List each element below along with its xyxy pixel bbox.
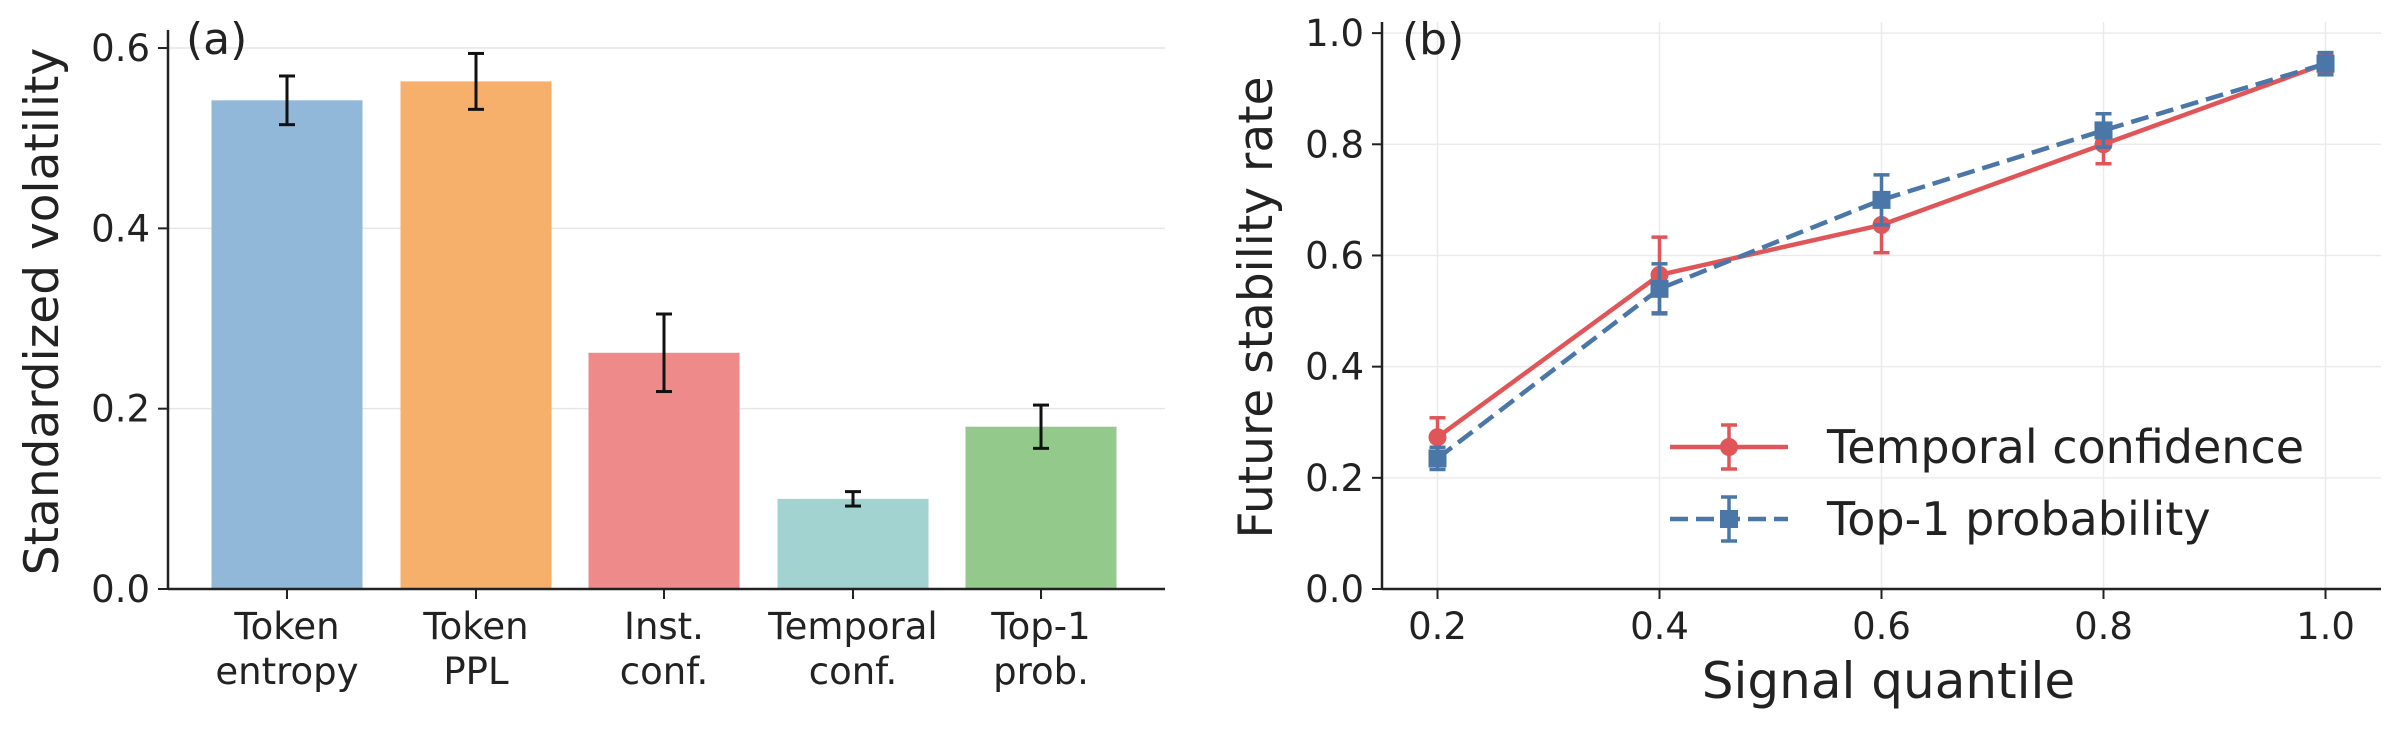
y-tick-label: 0.2 — [91, 388, 150, 431]
x-axis-label: Signal quantile — [1702, 652, 2075, 710]
bar-chart-panel: 0.0 0.2 0.4 0.6 Token entropy Token PPL Inst. co… — [15, 14, 1165, 693]
line-chart-panel: 0.0 0.2 0.4 0.6 0.8 1.0 0.2 0.4 0.6 0.8 1.0 Futur… — [1229, 12, 2381, 710]
error-bars — [279, 51, 1049, 508]
bar — [777, 498, 929, 589]
x-tick-label: Token entropy — [215, 605, 358, 693]
y-ticks: 0.0 0.2 0.4 0.6 — [91, 27, 168, 611]
y-tick-label: 0.0 — [1305, 568, 1364, 611]
x-tick-label: 0.4 — [1630, 605, 1689, 648]
y-tick-label: 0.0 — [91, 568, 150, 611]
panel-label: (b) — [1402, 14, 1464, 65]
bar — [211, 100, 363, 589]
y-axis-label: Future stability rate — [1229, 77, 1284, 539]
x-tick-label: Top-1 prob. — [990, 605, 1090, 693]
legend-label: Top-1 probability — [1826, 492, 2211, 546]
x-tick-label: 0.2 — [1408, 605, 1467, 648]
legend: Temporal confidence Top-1 probability — [1670, 420, 2304, 546]
series — [1428, 50, 2335, 472]
panel-label: (a) — [186, 14, 247, 65]
series-lines — [1428, 50, 2335, 472]
data-point — [2316, 54, 2335, 73]
data-point — [1428, 449, 1447, 468]
legend-label: Temporal confidence — [1826, 420, 2304, 474]
bar — [400, 81, 552, 589]
y-tick-label: 0.6 — [91, 27, 150, 70]
y-axis-label: Standardized volatility — [15, 48, 70, 576]
y-tick-label: 0.8 — [1305, 123, 1364, 166]
x-tick-label: Token PPL — [422, 605, 528, 693]
x-ticks: 0.2 0.4 0.6 0.8 1.0 — [1408, 589, 2355, 648]
legend-marker — [1720, 438, 1738, 456]
y-tick-label: 0.6 — [1305, 234, 1364, 277]
data-point — [1650, 279, 1669, 298]
data-point — [1872, 190, 1891, 209]
legend-item: Top-1 probability — [1670, 492, 2211, 546]
legend-item: Temporal confidence — [1670, 420, 2304, 474]
x-tick-label: 0.8 — [2074, 605, 2133, 648]
y-tick-label: 0.4 — [1305, 346, 1364, 389]
series-line — [1436, 61, 2327, 461]
x-tick-label: Temporal conf. — [767, 605, 937, 693]
x-tick-label: 1.0 — [2296, 605, 2355, 648]
x-ticks: Token entropy Token PPL Inst. conf. Temporal co… — [215, 589, 1091, 693]
y-tick-label: 0.4 — [91, 207, 150, 250]
x-tick-label: Inst. conf. — [620, 605, 709, 693]
data-point — [2094, 121, 2113, 140]
x-tick-label: 0.6 — [1852, 605, 1911, 648]
bar — [965, 426, 1117, 589]
y-tick-label: 0.2 — [1305, 457, 1364, 500]
data-point — [1428, 428, 1447, 447]
y-ticks: 0.0 0.2 0.4 0.6 0.8 1.0 — [1305, 12, 1382, 611]
y-tick-label: 1.0 — [1305, 12, 1364, 55]
legend-marker — [1720, 510, 1738, 528]
